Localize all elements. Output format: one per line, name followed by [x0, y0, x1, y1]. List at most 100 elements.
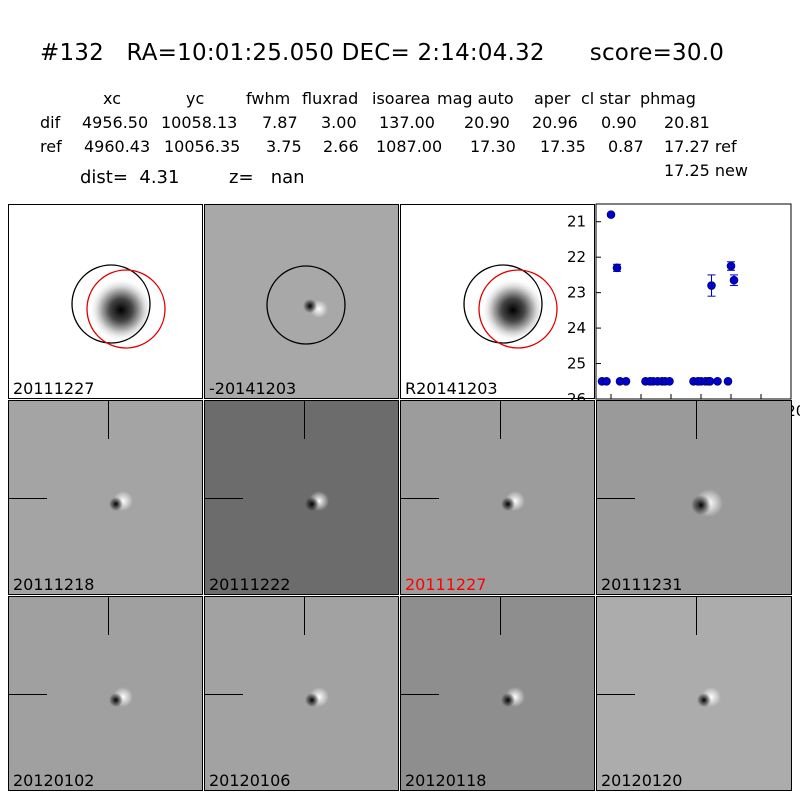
new-star-image [463, 264, 558, 349]
y-tick-label: 25 [567, 355, 586, 373]
data-point [705, 376, 715, 386]
col-header-fwhm: fwhm [246, 89, 291, 108]
panel-date-label: R20141203 [405, 379, 498, 398]
stamp-date-label: 20111231 [601, 575, 683, 594]
table-cell: 4956.50 [82, 113, 149, 132]
stamp-date-label: 20120120 [601, 771, 683, 790]
table-cell: 2.66 [323, 137, 359, 156]
table-cell: 137.00 [379, 113, 435, 132]
candidate-title: #132 RA=10:01:25.050 DEC= 2:14:04.32 sco… [40, 40, 725, 66]
stamp-date-label: 20120102 [13, 771, 95, 790]
data-point [723, 376, 733, 386]
stamp-residual-image [305, 491, 329, 511]
panel-date-label: 20111227 [13, 379, 95, 398]
table-cell: 17.30 [470, 137, 516, 156]
crosshair-horizontal [401, 694, 439, 695]
stamp-residual-image [691, 489, 723, 517]
crosshair-horizontal [597, 694, 635, 695]
crosshair-vertical [108, 597, 109, 635]
table-cell: 0.90 [601, 113, 637, 132]
cutout-stamp: 20120120 [596, 596, 792, 791]
new-phmag: 17.25 new [664, 161, 748, 180]
col-header-xc: xc [103, 89, 121, 108]
data-point [707, 281, 716, 290]
table-cell: 7.87 [262, 113, 298, 132]
crosshair-horizontal [205, 498, 243, 499]
light-curve-plot: 212223242526020406080100120 [567, 203, 800, 420]
data-point [602, 376, 611, 386]
table-cell: 17.35 [540, 137, 586, 156]
col-header-cl-star: cl star [581, 89, 631, 108]
table-cell: 0.87 [608, 137, 644, 156]
stamp-residual-image [305, 687, 329, 707]
y-tick-label: 21 [567, 213, 586, 231]
row-label-ref: ref [40, 137, 62, 156]
stamp-date-label: 20111218 [13, 575, 95, 594]
stamp-date-label: 20120118 [405, 771, 487, 790]
table-cell: 20.81 [664, 113, 710, 132]
crosshair-vertical [500, 597, 501, 635]
crosshair-vertical [500, 401, 501, 439]
table-cell: 17.27 ref [664, 137, 737, 156]
col-header-mag-auto: mag auto [437, 89, 514, 108]
reference-image-panel: 20111227 [8, 204, 203, 399]
stamp-date-label: 20111222 [209, 575, 291, 594]
table-cell: 4960.43 [84, 137, 151, 156]
data-point [665, 376, 674, 386]
y-tick-label: 24 [567, 319, 586, 337]
reference-star-image [71, 264, 166, 349]
table-cell: 3.75 [266, 137, 302, 156]
plot-frame [595, 203, 792, 400]
stamp-residual-image [501, 491, 525, 511]
table-cell: 1087.00 [376, 137, 443, 156]
crosshair-horizontal [9, 498, 47, 499]
aperture-circle [266, 265, 346, 345]
data-point [729, 275, 739, 285]
data-point [621, 376, 631, 386]
data-point [612, 263, 622, 273]
dist-readout: dist= 4.31 [80, 167, 180, 188]
table-cell: 10058.13 [161, 113, 238, 132]
difference-image-panel: -20141203 [204, 204, 399, 399]
new-aperture-circle [86, 269, 166, 349]
reference-aperture-circle [71, 264, 151, 344]
reference-aperture-circle [463, 264, 543, 344]
cutout-stamp: 20120118 [400, 596, 595, 791]
table-cell: 20.90 [464, 113, 510, 132]
crosshair-vertical [304, 401, 305, 439]
light-curve-svg: 212223242526020406080100120 [567, 203, 800, 420]
cutout-stamp: 20111222 [204, 400, 399, 595]
table-cell: 20.96 [532, 113, 578, 132]
stamp-residual-image [697, 687, 721, 707]
row-label-dif: dif [40, 113, 61, 132]
data-point [713, 376, 722, 386]
crosshair-horizontal [401, 498, 439, 499]
col-header-aper: aper [534, 89, 571, 108]
y-tick-label: 23 [567, 284, 586, 302]
cutout-stamp: 20111218 [8, 400, 203, 595]
y-tick-label: 22 [567, 248, 586, 266]
crosshair-horizontal [205, 694, 243, 695]
stamp-residual-image [501, 687, 525, 707]
redshift-readout: z= nan [229, 167, 305, 188]
stamp-residual-image [109, 491, 133, 511]
table-cell: 10056.35 [164, 137, 241, 156]
data-point [606, 210, 616, 219]
col-header-fluxrad: fluxrad [302, 89, 359, 108]
difference-residual-image [266, 265, 346, 345]
col-header-phmag: phmag [640, 89, 696, 108]
table-cell: 3.00 [321, 113, 357, 132]
cutout-stamp: 20120102 [8, 596, 203, 791]
stamp-date-label: 20111227 [405, 575, 487, 594]
data-point [726, 261, 736, 271]
crosshair-vertical [108, 401, 109, 439]
cutout-stamp: 20120106 [204, 596, 399, 791]
crosshair-horizontal [597, 498, 635, 499]
cutout-stamp: 20111227 [400, 400, 595, 595]
col-header-isoarea: isoarea [372, 89, 431, 108]
crosshair-vertical [696, 401, 697, 439]
col-header-yc: yc [186, 89, 205, 108]
crosshair-vertical [304, 597, 305, 635]
stamp-date-label: 20120106 [209, 771, 291, 790]
new-aperture-circle [478, 269, 558, 349]
